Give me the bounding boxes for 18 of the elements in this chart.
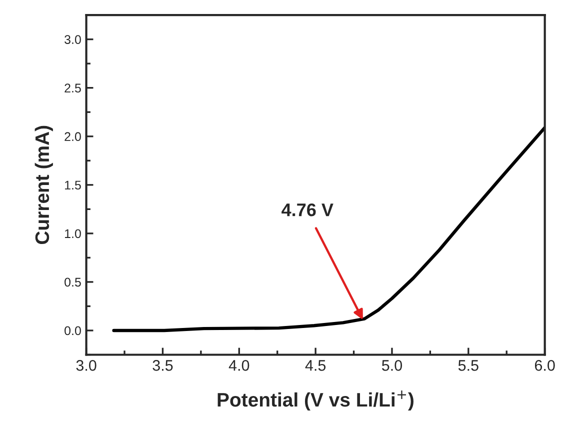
y-tick-label: 0.0: [64, 326, 81, 336]
x-tick-label: 5.5: [458, 360, 478, 371]
x-axis-title: Potential (V vs Li/Li$^{+}$): [218, 390, 414, 411]
y-tick-label: 2.0: [64, 132, 81, 142]
annotation: 4.76 V: [282, 203, 334, 216]
x-tick-label: 4.0: [228, 360, 250, 371]
y-axis-title: Current (mA): [34, 126, 53, 244]
line-series: [112, 126, 545, 332]
x-tick-label: 6.0: [534, 360, 555, 371]
y-tick-label: 3.0: [64, 35, 81, 44]
y-tick-label: 2.5: [64, 84, 81, 92]
y-tick-label: 0.5: [64, 278, 81, 287]
y-tick-label: 1.0: [65, 229, 81, 238]
x-tick-label: 4.5: [305, 360, 326, 371]
x-tick-label: 5.0: [382, 360, 402, 371]
x-tick-label: 3.5: [152, 360, 173, 371]
x-tick-label: 3.0: [76, 360, 96, 371]
y-tick-label: 1.5: [65, 180, 81, 190]
